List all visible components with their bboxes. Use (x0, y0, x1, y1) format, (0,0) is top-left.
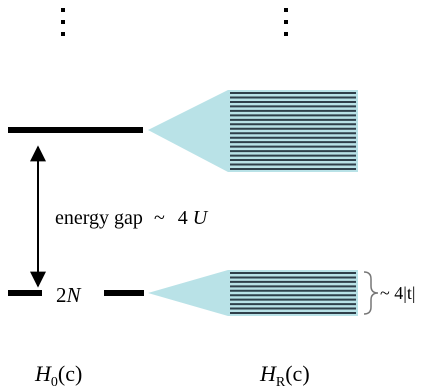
lower-level-line-left (8, 290, 42, 296)
lower-band-lines (230, 272, 356, 314)
hr-label: HR(c) (259, 361, 310, 387)
degeneracy-label: 2N (56, 283, 82, 307)
bandwidth-label: ~ 4|t| (380, 283, 415, 303)
upper-band-lines (230, 92, 356, 170)
ellipsis-left-icon (61, 8, 65, 36)
energy-gap-label: energy gap ~ 4 U (55, 207, 209, 229)
upper-cone (148, 90, 228, 172)
lower-level-line-right (104, 290, 144, 296)
upper-band-background (228, 90, 358, 172)
upper-level-line (8, 127, 143, 133)
bandwidth-bracket (363, 271, 379, 315)
ellipsis-right-icon (284, 8, 288, 36)
lower-cone (148, 270, 228, 316)
h0-label: H0(c) (34, 361, 82, 387)
